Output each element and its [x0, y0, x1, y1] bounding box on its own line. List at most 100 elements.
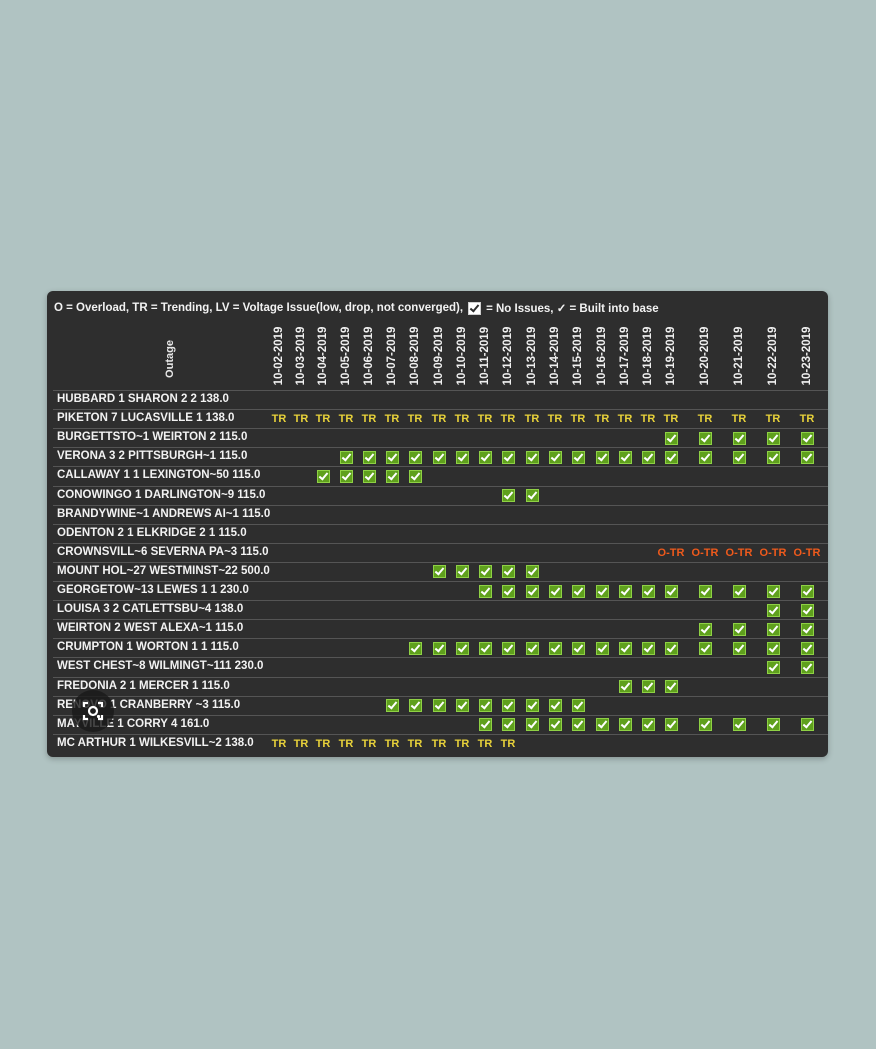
checkbox-icon: [432, 450, 446, 464]
checkbox-icon: [525, 489, 539, 502]
status-cell-no-issues: [497, 697, 519, 715]
status-text: TR: [477, 413, 493, 426]
date-header-label: 10-18-2019: [642, 326, 654, 386]
status-cell-no-issues: [796, 716, 818, 734]
table-row: PIKETON 7 LUCASVILLE 1 138.0 TR TR TR TR TR TR…: [53, 409, 828, 428]
status-cell-no-issues: [796, 620, 818, 638]
checkbox-icon: [525, 450, 539, 464]
checkbox-icon: [455, 565, 469, 579]
status-cell-no-issues: [358, 448, 380, 466]
lens-icon-glyph: [82, 701, 104, 721]
status-cell-no-issues: [762, 429, 784, 447]
status-text: TR: [361, 413, 377, 426]
checkbox-icon: [800, 718, 814, 732]
status-cell-no-issues: [637, 582, 659, 600]
status-cell-no-issues: [694, 582, 716, 600]
status-cell-trending: TR: [544, 410, 566, 428]
lens-icon[interactable]: [72, 690, 114, 732]
date-header: 10-07-2019: [385, 321, 399, 391]
status-cell-no-issues: [637, 448, 659, 466]
status-cell-no-issues: [762, 582, 784, 600]
status-cell-trending: TR: [762, 410, 784, 428]
status-cell-trending: TR: [637, 410, 659, 428]
checkbox-icon: [525, 699, 539, 713]
status-cell-trending: TR: [290, 735, 312, 753]
status-cell-no-issues: [567, 639, 589, 657]
status-text: TR: [293, 737, 309, 750]
status-cell-no-issues: [544, 697, 566, 715]
status-cell-no-issues: [381, 467, 403, 485]
status-cell-no-issues: [637, 639, 659, 657]
status-cell-no-issues: [474, 563, 496, 581]
status-text: TR: [547, 413, 563, 426]
outage-label: CROWNSVILL~6 SEVERNA PA~3 115.0: [57, 545, 269, 558]
outage-label: WEST CHEST~8 WILMINGT~111 230.0: [57, 660, 264, 673]
status-cell-no-issues: [591, 448, 613, 466]
status-text: TR: [454, 737, 470, 750]
table-row: WEST CHEST~8 WILMINGT~111 230.0: [53, 657, 828, 676]
date-header: 10-11-2019: [478, 321, 492, 391]
checkbox-icon: [664, 431, 678, 445]
checkbox-icon: [478, 641, 492, 655]
status-text: TR: [477, 737, 493, 750]
checkbox-icon: [571, 450, 585, 464]
outage-label: CRUMPTON 1 WORTON 1 1 115.0: [57, 641, 239, 654]
checkbox-icon: [732, 622, 746, 636]
checkbox-icon: [618, 641, 632, 655]
status-cell-no-issues: [660, 582, 682, 600]
status-cell-no-issues: [614, 582, 636, 600]
date-header: 10-14-2019: [548, 321, 562, 391]
status-text: TR: [338, 413, 354, 426]
status-text: TR: [361, 737, 377, 750]
checkbox-icon: [501, 584, 515, 598]
checkbox-icon: [698, 622, 712, 636]
status-cell-no-issues: [694, 429, 716, 447]
date-header: 10-08-2019: [408, 321, 422, 391]
checkbox-icon: [455, 699, 469, 713]
status-cell-no-issues: [694, 716, 716, 734]
checkbox-icon: [501, 641, 515, 655]
status-cell-no-issues: [567, 716, 589, 734]
status-text: TR: [640, 413, 656, 426]
status-cell-no-issues: [544, 448, 566, 466]
status-text: TR: [384, 737, 400, 750]
status-cell-overload-trending: O-TR: [721, 544, 757, 562]
checkbox-icon: [525, 565, 539, 579]
status-cell-trending: TR: [796, 410, 818, 428]
status-cell-trending: TR: [694, 410, 716, 428]
checkbox-icon: [339, 450, 353, 464]
status-text: TR: [617, 413, 633, 426]
status-cell-no-issues: [591, 639, 613, 657]
status-cell-no-issues: [451, 448, 473, 466]
status-cell-no-issues: [728, 639, 750, 657]
checkbox-icon: [362, 450, 376, 464]
status-cell-no-issues: [544, 716, 566, 734]
date-header: 10-15-2019: [571, 321, 585, 391]
status-cell-no-issues: [762, 601, 784, 619]
date-header-label: 10-21-2019: [733, 326, 745, 386]
checkbox-icon: [478, 565, 492, 579]
checkbox-icon: [385, 699, 399, 713]
status-cell-no-issues: [728, 582, 750, 600]
status-cell-no-issues: [521, 448, 543, 466]
status-cell-no-issues: [335, 467, 357, 485]
status-cell-no-issues: [660, 429, 682, 447]
status-text: TR: [731, 413, 747, 426]
status-cell-no-issues: [474, 448, 496, 466]
status-cell-no-issues: [796, 601, 818, 619]
outage-column-header: Outage: [163, 329, 177, 389]
status-cell-no-issues: [762, 639, 784, 657]
checkbox-icon: [385, 469, 399, 483]
status-cell-no-issues: [796, 448, 818, 466]
status-cell-no-issues: [614, 716, 636, 734]
status-cell-no-issues: [796, 639, 818, 657]
outage-label: VERONA 3 2 PITTSBURGH~1 115.0: [57, 450, 248, 463]
checkbox-icon: [641, 680, 655, 693]
status-cell-no-issues: [358, 467, 380, 485]
checkbox-icon: [641, 450, 655, 464]
checkbox-icon: [432, 699, 446, 713]
date-header: 10-10-2019: [455, 321, 469, 391]
status-cell-overload-trending: O-TR: [653, 544, 689, 562]
status-cell-no-issues: [544, 639, 566, 657]
status-cell-no-issues: [497, 448, 519, 466]
